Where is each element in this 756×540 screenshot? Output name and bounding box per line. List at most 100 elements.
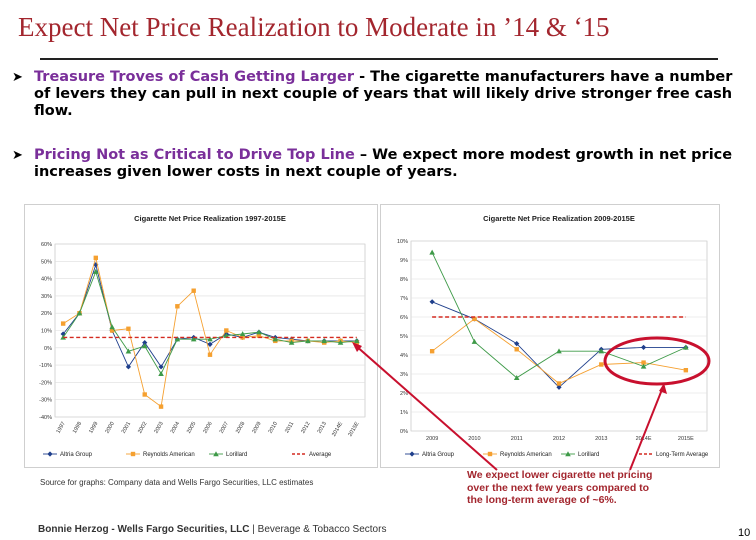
x-tick-label: 2002 [137,421,148,435]
data-point [174,336,181,342]
x-tick-label: 2005 [186,421,197,435]
bullet-head: Treasure Troves of Cash Getting Larger [34,69,355,85]
bullet-body: – We expect more modest growth in net pr… [34,147,733,180]
legend-label: Altria Group [60,452,93,458]
y-tick-label: 3% [400,372,408,378]
bullet-arrow-icon: ➤ [12,148,23,163]
data-point [158,370,164,376]
data-point [256,333,262,338]
x-tick-label: 2001 [121,421,132,435]
legend-marker [409,451,415,457]
x-tick-label: 2015E [347,421,360,438]
x-tick-label: 1997 [56,421,67,435]
y-tick-label: 10% [41,329,52,335]
data-point [599,362,604,367]
x-tick-label: 1999 [88,421,99,435]
data-point [60,334,66,340]
y-tick-label: 30% [41,294,52,300]
legend-label: Lorillard [226,452,247,458]
x-tick-label: 2006 [202,421,213,435]
y-tick-label: 40% [41,277,52,283]
x-tick-label: 2014E [331,421,344,438]
legend-label: Long-Term Average [656,452,709,458]
y-tick-label: 2% [400,391,408,397]
title-divider [40,58,718,60]
data-point [109,324,115,330]
legend-marker [47,451,53,457]
y-tick-label: -40% [39,415,52,421]
legend-label: Average [309,452,332,458]
y-tick-label: 10% [397,239,408,245]
data-point [190,336,197,342]
data-point [239,331,246,337]
x-tick-label: 2000 [105,421,116,435]
footer-sector: Beverage & Tobacco Sectors [257,524,387,535]
y-tick-label: 0% [44,346,52,352]
x-tick-label: 2012 [553,436,565,442]
x-tick-label: 2003 [153,421,164,435]
chart-title: Cigarette Net Price Realization 2009-201… [483,214,635,223]
bullet-arrow-icon: ➤ [12,70,23,85]
data-point [175,304,180,309]
y-tick-label: 6% [400,315,408,321]
y-tick-label: 5% [400,334,408,340]
data-point [158,404,164,409]
data-point [429,349,435,354]
data-point [513,375,520,380]
data-point [556,384,562,390]
data-point [93,255,98,261]
bullet-cash: ➤ Treasure Troves of Cash Getting Larger… [12,69,747,120]
y-tick-label: 60% [41,242,52,248]
y-tick-label: 20% [41,311,52,317]
data-point [207,336,213,342]
bullet-pricing: ➤ Pricing Not as Critical to Drive Top L… [12,147,747,181]
legend-label: Reynolds American [500,452,552,458]
legend-label: Reynolds American [143,452,195,458]
y-tick-label: 0% [400,429,408,435]
chart-recent: Cigarette Net Price Realization 2009-201… [397,214,709,458]
chart-long-term: Cigarette Net Price Realization 1997-201… [39,214,366,458]
data-point [556,348,562,354]
data-point [126,326,131,331]
data-point [514,347,519,352]
data-point [207,352,213,357]
chart-title: Cigarette Net Price Realization 1997-201… [134,214,286,223]
chart-panel-recent: Cigarette Net Price Realization 2009-201… [380,204,720,468]
data-point [109,328,115,333]
data-point [321,338,328,344]
data-point [305,338,311,344]
callout-text: We expect lower cigarette net pricing ov… [467,469,653,506]
x-tick-label: 2011 [511,436,523,442]
y-tick-label: 9% [400,258,408,264]
data-point [683,368,689,373]
source-note: Source for graphs: Company data and Well… [40,478,314,487]
x-tick-label: 2009 [251,421,262,435]
x-tick-label: 2008 [235,421,246,435]
x-tick-label: 2010 [268,421,279,435]
data-point [288,339,295,345]
data-point [556,381,562,386]
legend-marker [487,451,493,457]
footer-author: Bonnie Herzog - Wells Fargo Securities, … [38,524,250,535]
x-tick-label: 2007 [219,421,230,435]
data-point [223,332,230,338]
bullet-body: - The cigarette manufacturers have a num… [34,69,733,119]
data-point [337,339,344,345]
data-point [76,310,83,316]
chart-panel-long-term: Cigarette Net Price Realization 1997-201… [24,204,378,468]
x-tick-label: 2012 [300,421,311,435]
y-tick-label: 50% [41,259,52,265]
data-point [272,336,279,342]
data-point [598,348,605,354]
y-tick-label: -30% [39,398,52,404]
data-point [142,392,147,397]
data-point [224,328,229,333]
data-point [354,338,360,344]
footer: Bonnie Herzog - Wells Fargo Securities, … [38,524,386,535]
bullet-head: Pricing Not as Critical to Drive Top Lin… [34,147,355,163]
data-point [256,329,262,335]
data-point [471,338,478,344]
y-tick-label: 8% [400,277,408,283]
y-tick-label: -20% [39,380,52,386]
data-point [429,249,435,255]
